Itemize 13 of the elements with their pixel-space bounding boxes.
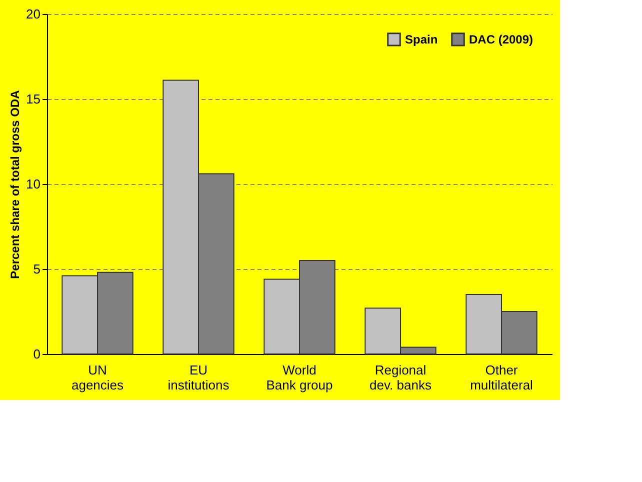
x-tick-label: Other multilateral (470, 362, 534, 392)
y-tick-label: 5 (33, 262, 40, 276)
x-tick-label: UN agencies (71, 362, 124, 392)
y-tick-label: 10 (26, 176, 40, 192)
y-axis-title: Percent share of total gross ODA (8, 90, 22, 279)
x-tick-label: Regional dev. banks (370, 362, 432, 392)
y-tick-label: 15 (26, 92, 40, 106)
y-tick-label: 0 (33, 346, 40, 362)
y-tick-label: 20 (26, 6, 40, 22)
x-tick-label: EU institutions (168, 362, 230, 392)
x-tick-label: World Bank group (266, 362, 333, 392)
legend-label: Spain (405, 32, 438, 46)
legend-label: DAC (2009) (469, 32, 534, 46)
